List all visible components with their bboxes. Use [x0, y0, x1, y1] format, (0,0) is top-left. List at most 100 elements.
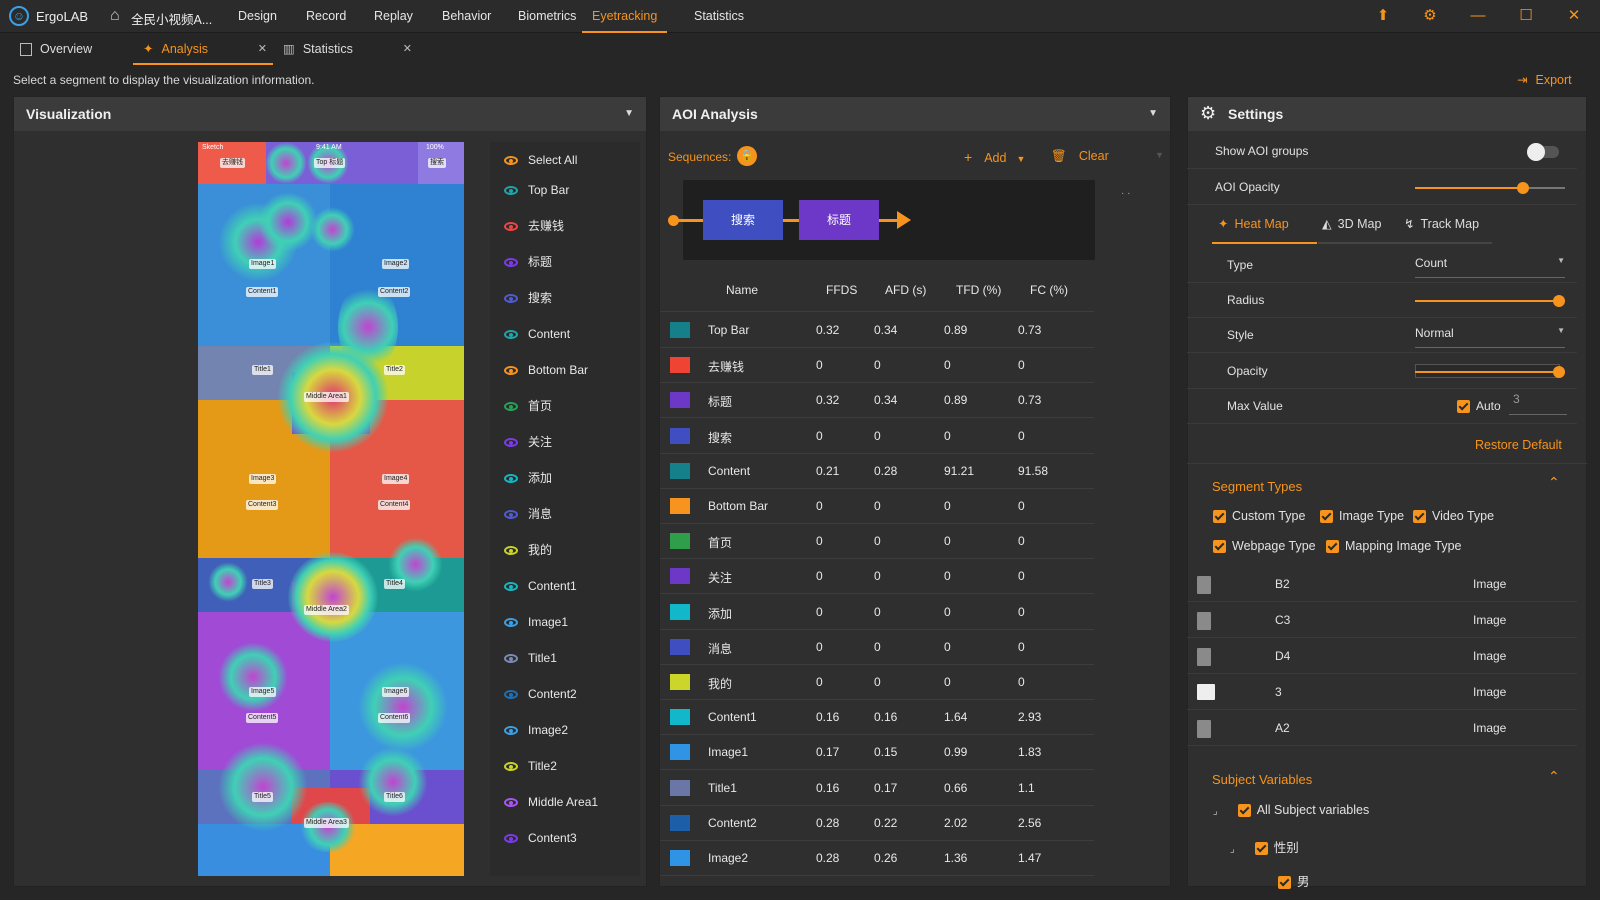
slider-knob[interactable] [1553, 366, 1565, 378]
table-row[interactable]: Image1 0.17 0.15 0.99 1.83 [660, 735, 1094, 771]
opacity-slider[interactable] [1415, 366, 1565, 378]
project-name[interactable]: 全民小视频A... [131, 13, 213, 27]
menu-biometrics[interactable]: Biometrics [518, 9, 577, 23]
aoi-list-item[interactable]: Content3 [504, 828, 577, 848]
table-row[interactable]: Content 0.21 0.28 91.21 91.58 [660, 454, 1094, 489]
more-icon[interactable]: · · [1121, 188, 1131, 199]
menu-design[interactable]: Design [238, 9, 277, 23]
subject-male-item[interactable]: 男 [1278, 871, 1310, 890]
chevron-up-icon[interactable]: ⌃ [1548, 474, 1560, 490]
minimize-icon[interactable]: — [1470, 7, 1486, 24]
subject-all-item[interactable]: ⌟ All Subject variables [1213, 803, 1369, 818]
table-row[interactable]: 添加 0 0 0 0 [660, 595, 1094, 630]
sequence-node-search[interactable]: 搜索 [703, 200, 783, 240]
aoi-list-item[interactable]: Middle Area1 [504, 792, 598, 812]
table-row[interactable]: Content1 0.16 0.16 1.64 2.93 [660, 700, 1094, 736]
clear-button[interactable]: 🗑 Clear [1051, 149, 1109, 164]
webpage-type-checkbox[interactable]: Webpage Type [1213, 539, 1316, 554]
table-row[interactable]: 关注 0 0 0 0 [660, 559, 1094, 595]
aoi-list-item[interactable]: Content [504, 324, 570, 344]
map-tab-3d[interactable]: ◭ 3D Map [1318, 213, 1400, 244]
table-row[interactable]: 搜索 0 0 0 0 [660, 419, 1094, 454]
table-row[interactable]: Title1 0.16 0.17 0.66 1.1 [660, 771, 1094, 806]
col-fc[interactable]: FC (%) [1030, 283, 1068, 297]
select-all-item[interactable]: Select All [504, 150, 577, 170]
video-type-checkbox[interactable]: Video Type [1413, 509, 1494, 524]
chevron-down-icon[interactable]: ▼ [1148, 108, 1158, 119]
table-row[interactable]: 我的 0 0 0 0 [660, 665, 1094, 700]
mapping-image-type-checkbox[interactable]: Mapping Image Type [1326, 539, 1462, 554]
table-row[interactable]: Image2 0.28 0.26 1.36 1.47 [660, 841, 1094, 876]
aoi-list-item[interactable]: 我的 [504, 540, 552, 560]
add-button[interactable]: + Add ▼ [964, 149, 1025, 165]
aoi-list-item[interactable]: Image1 [504, 612, 568, 632]
maximize-icon[interactable]: ☐ [1519, 7, 1533, 24]
col-name[interactable]: Name [726, 283, 759, 297]
custom-type-checkbox[interactable]: Custom Type [1213, 509, 1305, 524]
radius-slider[interactable] [1415, 295, 1565, 307]
aoi-list-item[interactable]: 关注 [504, 432, 552, 452]
max-value-input[interactable]: 3 [1509, 389, 1567, 415]
slider-knob[interactable] [1517, 182, 1529, 194]
tab-overview[interactable]: Overview [20, 34, 125, 64]
upload-icon[interactable]: ⬆ [1376, 7, 1390, 24]
segment-item[interactable]: C3 Image [1187, 603, 1577, 638]
aoi-list-item[interactable]: Bottom Bar [504, 360, 588, 380]
aoi-list-item[interactable]: Title1 [504, 648, 557, 668]
restore-default-button[interactable]: Restore Default [1475, 438, 1562, 452]
aoi-list-item[interactable]: Top Bar [504, 180, 569, 200]
aoi-opacity-slider[interactable] [1415, 182, 1565, 194]
table-row[interactable]: Top Bar 0.32 0.34 0.89 0.73 [660, 313, 1094, 348]
slider-knob[interactable] [1553, 295, 1565, 307]
chevron-up-icon[interactable]: ⌃ [1548, 768, 1560, 784]
close-icon[interactable]: ✕ [1567, 7, 1581, 24]
table-row[interactable]: 标题 0.32 0.34 0.89 0.73 [660, 383, 1094, 419]
subject-gender-item[interactable]: ⌟ 性别 [1230, 837, 1299, 856]
table-row[interactable]: Content2 0.28 0.22 2.02 2.56 [660, 806, 1094, 841]
segment-item[interactable]: 3 Image [1187, 675, 1577, 710]
chevron-down-icon[interactable]: ▼ [624, 108, 634, 119]
map-tab-heat[interactable]: ✦ Heat Map [1212, 213, 1317, 244]
export-button[interactable]: ⇥ Export [1517, 72, 1572, 87]
col-afd[interactable]: AFD (s) [885, 283, 927, 297]
tab-statistics-close-icon[interactable]: ✕ [402, 43, 412, 55]
aoi-list-item[interactable]: Image2 [504, 720, 568, 740]
aoi-list-item[interactable]: 搜索 [504, 288, 552, 308]
map-tab-track[interactable]: ↯ Track Map [1400, 213, 1492, 244]
type-select[interactable]: Count ▼ [1415, 252, 1565, 278]
show-aoi-groups-toggle[interactable] [1527, 143, 1559, 161]
segment-item[interactable]: D4 Image [1187, 639, 1577, 674]
table-row[interactable]: 消息 0 0 0 0 [660, 630, 1094, 665]
style-select[interactable]: Normal ▼ [1415, 322, 1565, 348]
table-row[interactable]: Bottom Bar 0 0 0 0 [660, 489, 1094, 524]
menu-behavior[interactable]: Behavior [442, 9, 492, 23]
sequence-node-title[interactable]: 标题 [799, 200, 879, 240]
table-row[interactable]: 去赚钱 0 0 0 0 [660, 348, 1094, 384]
aoi-list-item[interactable]: 首页 [504, 396, 552, 416]
segment-item[interactable]: A2 Image [1187, 711, 1577, 746]
col-ffds[interactable]: FFDS [826, 283, 858, 297]
gear-icon[interactable]: ⚙ [1423, 7, 1437, 24]
home-icon[interactable]: ⌂ [110, 7, 120, 24]
aoi-list-item[interactable]: 标题 [504, 252, 552, 272]
menu-eyetracking[interactable]: Eyetracking [582, 0, 668, 33]
aoi-list-item[interactable]: 添加 [504, 468, 552, 488]
menu-replay[interactable]: Replay [374, 9, 413, 23]
aoi-list-item[interactable]: Content1 [504, 576, 577, 596]
menu-statistics[interactable]: Statistics [694, 9, 745, 23]
chevron-down-icon[interactable]: ▼ [1155, 150, 1164, 160]
auto-checkbox[interactable]: Auto [1457, 389, 1501, 423]
lock-icon[interactable]: 🔒 [737, 146, 757, 166]
aoi-list-item[interactable]: Title2 [504, 756, 557, 776]
aoi-list-item[interactable]: 去赚钱 [504, 216, 564, 236]
collapse-icon[interactable]: ⌟ [1213, 806, 1218, 817]
menu-record[interactable]: Record [306, 9, 347, 23]
table-row[interactable]: 首页 0 0 0 0 [660, 524, 1094, 560]
tab-analysis[interactable]: ✦ Analysis ✕ [133, 34, 273, 65]
col-tfd[interactable]: TFD (%) [956, 283, 1002, 297]
aoi-list-item[interactable]: 消息 [504, 504, 552, 524]
collapse-icon[interactable]: ⌟ [1230, 844, 1235, 855]
heatmap-image[interactable]: Sketch 9:41 AM 100% 去赚钱 Top 标题 搜索 Image1… [198, 142, 464, 876]
image-type-checkbox[interactable]: Image Type [1320, 509, 1404, 524]
tab-analysis-close-icon[interactable]: ✕ [257, 43, 267, 55]
